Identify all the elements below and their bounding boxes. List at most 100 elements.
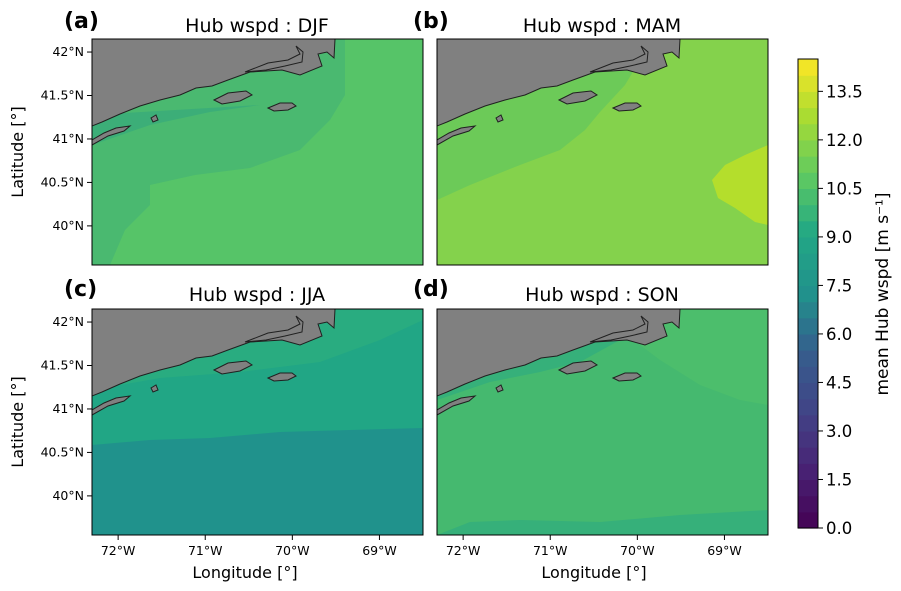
panel-b-label: (b): [413, 9, 449, 34]
colorbar-segment: [798, 333, 818, 351]
wind-field-east: [560, 309, 768, 405]
wind-field-max: [712, 145, 768, 225]
colorbar-tick-label: 3.0: [826, 422, 852, 441]
panel-c-label: (c): [64, 277, 97, 302]
colorbar-label: mean Hub wspd [m s⁻¹]: [873, 193, 893, 396]
colorbar: 0.0 1.5 3.0 4.5 6.0 7.5 9.0 10.5 12.0 13.5: [797, 58, 863, 538]
colorbar-tick-label: 9.0: [826, 228, 852, 247]
panel-c-title: Hub wspd : JJA: [189, 284, 325, 306]
block-island: [150, 114, 159, 123]
x-tick-label: 72°W: [446, 543, 481, 558]
colorbar-segment: [798, 447, 818, 464]
y-tick-label: 41°N: [52, 131, 84, 146]
colorbar-segment: [798, 139, 818, 157]
y-tick-label: 40°N: [52, 488, 84, 503]
land-mass: [92, 39, 336, 127]
block-island: [150, 384, 159, 393]
panel-a-map: [92, 39, 423, 265]
panel-b-map: [437, 39, 768, 265]
long-island-tip: [92, 395, 132, 416]
x-tick-label: 69°W: [362, 543, 397, 558]
x-tick-label: 71°W: [533, 543, 568, 558]
colorbar-segment: [798, 123, 818, 141]
x-tick-label: 72°W: [101, 543, 136, 558]
y-tick-label: 42°N: [52, 314, 84, 329]
panel-a-title: Hub wspd : DJF: [185, 15, 329, 37]
colorbar-segment: [798, 107, 818, 125]
cape-cod: [244, 315, 304, 343]
panel-c-xlabel: Longitude [°]: [192, 563, 297, 582]
colorbar-segment: [798, 414, 818, 432]
colorbar-segment: [798, 172, 818, 189]
colorbar-tick-label: 0.0: [826, 519, 852, 538]
long-island-tip: [92, 125, 132, 146]
colorbar-segment: [798, 59, 818, 76]
colorbar-tick-label: 7.5: [826, 276, 852, 295]
martha-vineyard: [212, 90, 253, 105]
cape-cod: [589, 45, 649, 73]
y-tick-label: 41°N: [52, 401, 84, 416]
y-tick-label: 40.5°N: [41, 174, 84, 189]
panel-d-frame: [436, 308, 769, 536]
y-tick-label: 42°N: [52, 44, 84, 59]
colorbar-tick-label: 4.5: [826, 373, 852, 392]
colorbar-segment: [798, 285, 818, 303]
block-island: [495, 114, 504, 123]
y-tick-label: 41.5°N: [41, 88, 84, 103]
y-tick-label: 41.5°N: [41, 358, 84, 373]
panel-d-xlabel: Longitude [°]: [541, 563, 646, 582]
panel-d-label: (d): [413, 277, 449, 302]
martha-vineyard: [557, 360, 598, 375]
colorbar-segment: [798, 204, 818, 222]
x-tick-label: 71°W: [188, 543, 223, 558]
land-mass: [437, 39, 681, 127]
colorbar-segment: [798, 220, 818, 238]
panel-d-title: Hub wspd : SON: [525, 284, 679, 306]
colorbar-tick-label: 10.5: [826, 179, 863, 198]
colorbar-segment: [798, 301, 818, 319]
panel-a-ylabel: Latitude [°]: [8, 106, 27, 197]
nantucket: [611, 372, 642, 382]
y-tick-label: 40°N: [52, 218, 84, 233]
cape-cod: [589, 315, 649, 343]
colorbar-tick-label: 13.5: [826, 82, 863, 101]
colorbar-segment: [798, 75, 818, 92]
colorbar-segment: [798, 236, 818, 254]
colorbar-tick-label: 6.0: [826, 325, 852, 344]
colorbar-segment: [798, 430, 818, 448]
colorbar-segment: [798, 479, 818, 497]
colorbar-segment: [798, 156, 818, 173]
x-tick-label: 70°W: [275, 543, 310, 558]
colorbar-segment: [798, 366, 818, 384]
colorbar-segment: [798, 188, 818, 206]
nantucket: [611, 102, 642, 112]
colorbar-segment: [798, 382, 818, 400]
x-tick-label: 69°W: [707, 543, 742, 558]
panel-a-label: (a): [64, 9, 99, 34]
colorbar-segment: [798, 511, 818, 529]
long-island-tip: [437, 125, 477, 146]
colorbar-segment: [798, 253, 818, 270]
panel-b-frame: [436, 38, 769, 266]
panel-c-ylabel: Latitude [°]: [8, 376, 27, 467]
wind-field-south: [92, 428, 423, 535]
colorbar-segment: [798, 269, 818, 287]
y-tick-label: 40.5°N: [41, 444, 84, 459]
martha-vineyard: [557, 90, 598, 105]
wind-field-coastal: [92, 105, 260, 145]
martha-vineyard: [212, 360, 253, 375]
panel-b-title: Hub wspd : MAM: [523, 15, 681, 37]
x-tick-label: 70°W: [620, 543, 655, 558]
colorbar-frame: [797, 58, 819, 529]
axes: 42°N 41.5°N 41°N 40.5°N 40°N 42°N 41.5°N 41°N 40…: [41, 44, 742, 558]
colorbar-segment: [798, 317, 818, 335]
panel-c-map: [92, 309, 423, 535]
panel-d-map: [437, 309, 768, 535]
land-mass: [437, 309, 681, 397]
land-mass: [92, 309, 336, 397]
colorbar-segment: [798, 495, 818, 513]
nantucket: [266, 102, 297, 112]
panel-a-frame: [91, 38, 424, 266]
panel-c-frame: [91, 308, 424, 536]
